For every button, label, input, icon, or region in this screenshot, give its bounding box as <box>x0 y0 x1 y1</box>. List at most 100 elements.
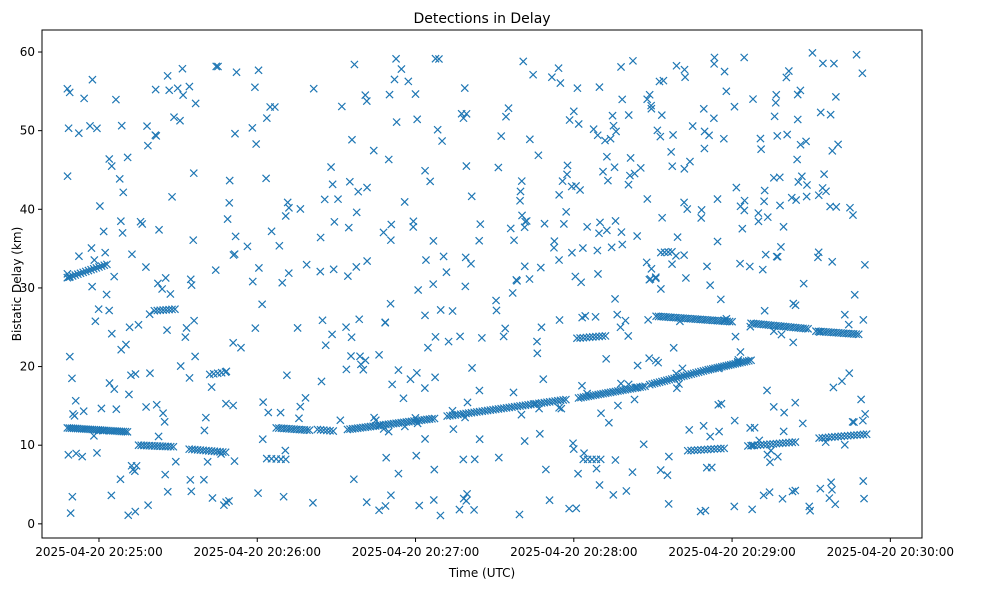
data-point <box>797 172 806 181</box>
data-point <box>175 116 185 125</box>
data-point <box>320 195 329 204</box>
data-point <box>736 259 745 268</box>
data-point <box>318 316 327 325</box>
data-point <box>595 480 604 490</box>
data-point <box>611 456 620 465</box>
data-point <box>624 331 633 340</box>
data-point <box>321 341 330 350</box>
data-point <box>158 284 167 294</box>
data-point <box>81 267 90 276</box>
data-point <box>349 475 358 484</box>
data-point <box>746 423 755 432</box>
data-point <box>756 440 765 449</box>
data-point <box>168 192 177 201</box>
data-point <box>859 430 868 439</box>
data-point <box>556 79 565 88</box>
data-point <box>593 269 603 278</box>
data-point <box>117 345 126 354</box>
data-point <box>859 477 868 486</box>
data-point <box>457 109 466 118</box>
data-point <box>248 277 257 286</box>
x-tick-label: 2025-04-20 20:27:00 <box>352 545 479 559</box>
data-point <box>624 380 633 389</box>
data-point <box>650 379 659 388</box>
data-point <box>463 489 472 498</box>
data-point <box>382 453 391 462</box>
data-point <box>99 227 108 236</box>
data-point <box>728 317 737 326</box>
data-point <box>346 352 356 361</box>
data-point <box>264 408 273 417</box>
data-point <box>747 441 756 450</box>
data-point <box>773 252 782 261</box>
data-point <box>683 205 692 214</box>
data-point <box>433 125 442 134</box>
data-point <box>126 371 135 380</box>
data-point <box>778 439 787 448</box>
data-point <box>281 211 290 221</box>
data-point <box>660 248 669 257</box>
data-point <box>329 265 338 274</box>
data-point <box>784 67 793 76</box>
data-point <box>777 330 786 339</box>
data-point <box>501 112 511 121</box>
data-point <box>578 313 587 322</box>
data-point <box>592 464 601 473</box>
data-point <box>71 396 80 405</box>
data-point <box>90 256 99 265</box>
data-point <box>610 163 619 172</box>
data-point <box>414 285 423 295</box>
data-point <box>665 375 674 384</box>
data-point <box>515 510 524 519</box>
data-point <box>429 236 438 245</box>
data-point <box>176 362 185 371</box>
y-axis: 0 10 20 30 40 50 60 <box>20 45 42 531</box>
data-point <box>107 491 116 500</box>
data-point <box>636 163 645 172</box>
data-point <box>713 195 722 204</box>
data-point <box>799 279 808 288</box>
data-point <box>766 440 775 449</box>
data-point <box>124 390 133 399</box>
data-point <box>593 131 602 140</box>
data-point <box>316 233 325 242</box>
data-point <box>413 419 422 428</box>
data-point <box>89 264 98 273</box>
data-point <box>506 224 515 233</box>
data-point <box>680 198 689 207</box>
data-point <box>860 494 869 503</box>
data-point <box>730 102 739 111</box>
data-point <box>254 489 263 498</box>
data-point <box>658 213 667 222</box>
data-point <box>697 213 706 222</box>
data-point <box>815 434 824 443</box>
data-point <box>762 440 771 449</box>
data-point <box>547 73 556 82</box>
data-point <box>448 406 457 415</box>
data-point <box>789 338 798 347</box>
data-point <box>720 444 729 453</box>
data-point <box>97 404 106 413</box>
data-point <box>466 259 476 268</box>
data-point <box>171 457 180 466</box>
data-point <box>765 458 775 467</box>
data-point <box>186 475 195 484</box>
data-point <box>657 377 666 386</box>
data-point <box>92 263 101 272</box>
data-point <box>329 427 338 436</box>
data-point <box>105 154 114 164</box>
data-point <box>259 398 268 407</box>
data-point <box>713 237 722 246</box>
data-point <box>390 75 399 84</box>
data-point <box>788 438 797 447</box>
data-point <box>431 373 440 382</box>
data-point <box>616 379 626 388</box>
data-point <box>643 194 652 203</box>
data-point <box>71 271 80 280</box>
data-point <box>459 114 468 123</box>
x-axis-label: Time (UTC) <box>448 566 515 580</box>
data-point <box>845 203 854 212</box>
data-point <box>182 323 191 332</box>
data-point <box>492 306 501 315</box>
